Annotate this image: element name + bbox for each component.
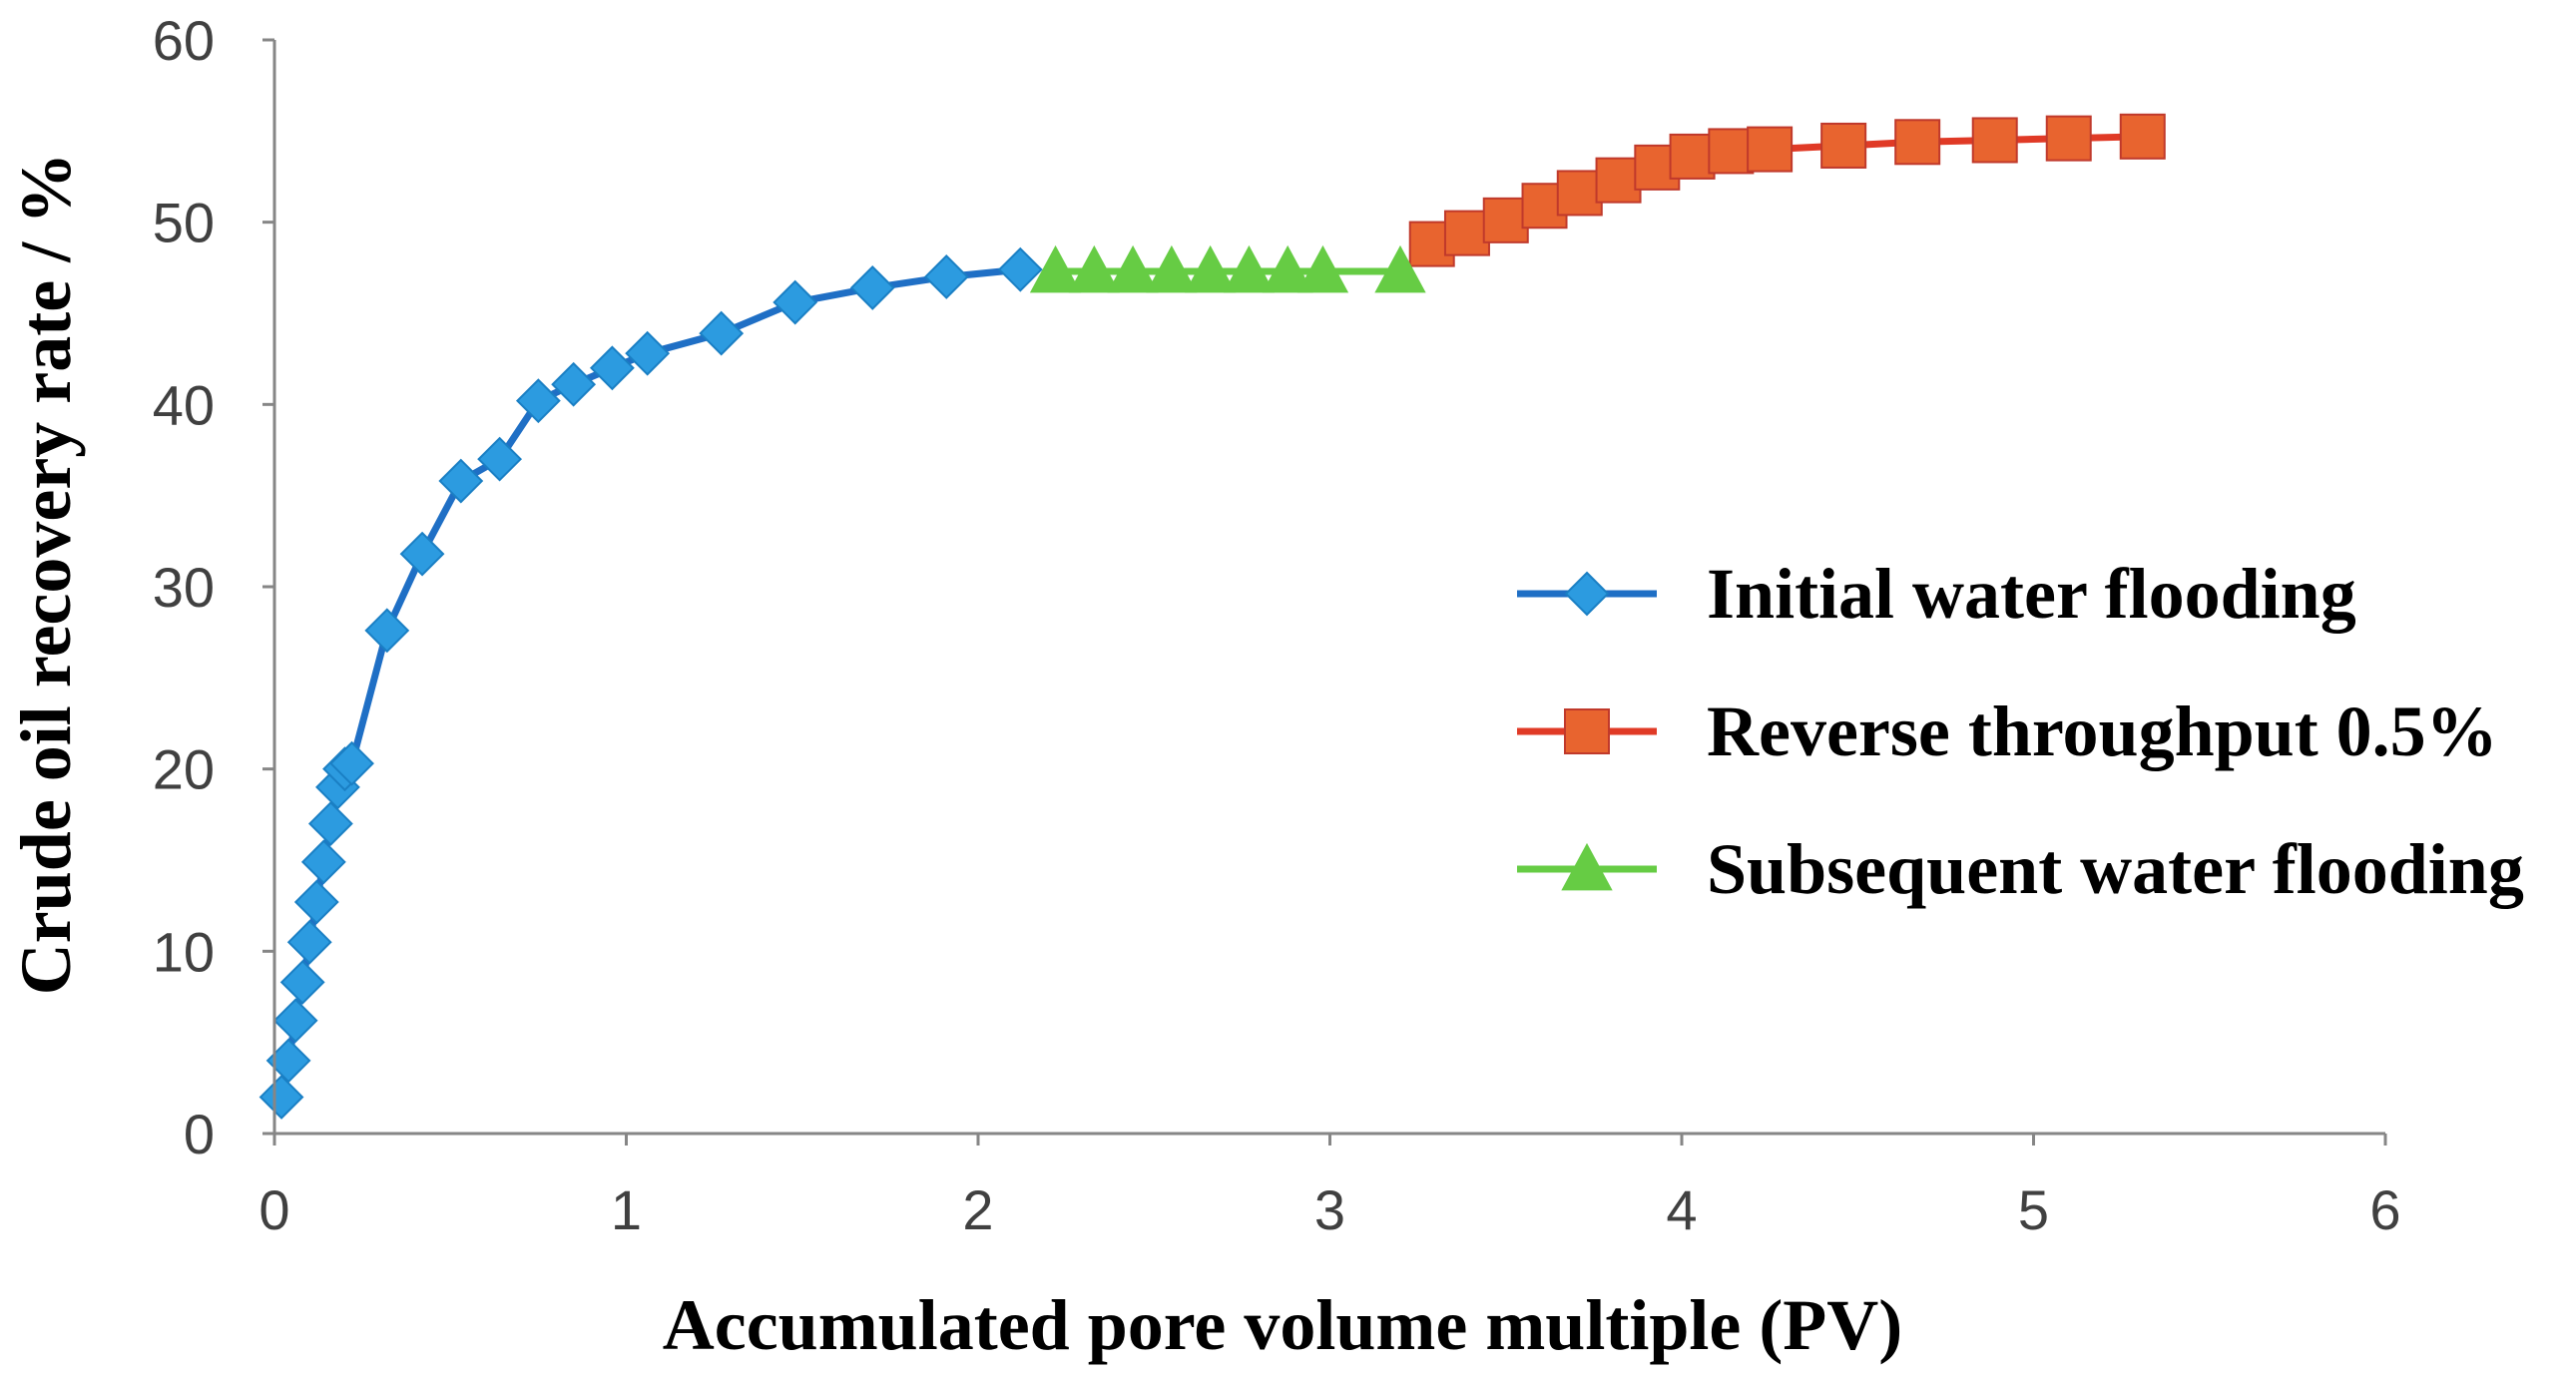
data-point [1595,157,1642,204]
y-tick-label: 0 [184,1103,215,1165]
y-axis-title: Crude oil recovery rate / % [6,153,86,995]
data-point [2045,115,2092,162]
x-tick-label: 5 [2018,1178,2049,1241]
y-tick-label: 40 [153,373,215,436]
data-point [1708,128,1755,175]
data-point [286,919,332,965]
data-point [438,458,484,504]
data-point [1068,244,1121,293]
legend-marker [1561,842,1613,891]
data-point [1820,122,1867,169]
x-tick-label: 6 [2369,1178,2400,1241]
x-tick-label: 2 [962,1178,993,1241]
data-point [515,378,561,424]
y-tick-label: 10 [153,920,215,983]
data-point [2119,113,2166,160]
x-axis-title: Accumulated pore volume multiple (PV) [663,1285,1903,1365]
legend-item: Initial water flooding [1517,554,2356,634]
legend-item: Subsequent water flooding [1517,829,2524,909]
series-initial-water-flooding [258,246,1043,1120]
series-subsequent-water-flooding [1029,244,1426,293]
data-point [1029,244,1082,293]
x-tick-label: 0 [258,1178,289,1241]
data-point [997,246,1043,292]
data-point [849,265,895,310]
data-point [1146,244,1198,293]
data-point [1262,244,1313,293]
data-point [329,740,374,786]
data-point [1556,170,1603,217]
data-point [625,330,671,376]
x-axis-ticks: 0 1 2 3 4 5 6 [258,1134,2401,1241]
data-point [293,879,339,925]
legend-marker [1564,708,1610,754]
series-reverse-throughput-0-5- [1408,113,2166,267]
y-tick-label: 60 [153,9,215,72]
data-point [699,310,745,356]
data-point [399,531,445,577]
x-tick-label: 1 [611,1178,642,1241]
plot-area [258,113,2166,1120]
data-point [551,361,597,407]
data-point [272,998,318,1044]
data-point [477,436,523,482]
data-point [300,839,346,885]
x-tick-label: 3 [1314,1178,1345,1241]
legend: Initial water flooding Reverse throughput… [1517,554,2524,909]
data-point [1669,133,1716,180]
legend-label: Subsequent water flooding [1707,829,2524,909]
legend-label: Initial water flooding [1707,554,2356,634]
legend-label: Reverse throughput 0.5% [1707,691,2498,771]
data-point [1107,244,1159,293]
data-point [279,959,325,1005]
data-point [1482,197,1529,243]
data-point [1747,126,1794,173]
data-point [1443,210,1490,256]
y-tick-label: 30 [153,556,215,619]
data-point [589,345,635,391]
data-point [923,254,969,299]
data-point [773,279,818,325]
x-tick-label: 4 [1666,1178,1697,1241]
data-point [1223,244,1276,293]
data-point [1296,244,1349,293]
y-tick-label: 50 [153,192,215,254]
legend-marker [1564,571,1610,617]
legend-item: Reverse throughput 0.5% [1517,691,2498,771]
data-point [1184,244,1237,293]
data-point [364,608,410,654]
data-point [1374,244,1426,293]
data-point [1894,119,1941,166]
y-tick-label: 20 [153,738,215,801]
data-point [258,1075,304,1120]
data-point [1971,117,2018,164]
data-point [307,801,353,846]
y-axis-ticks: 0 10 20 30 40 50 60 [153,9,274,1165]
